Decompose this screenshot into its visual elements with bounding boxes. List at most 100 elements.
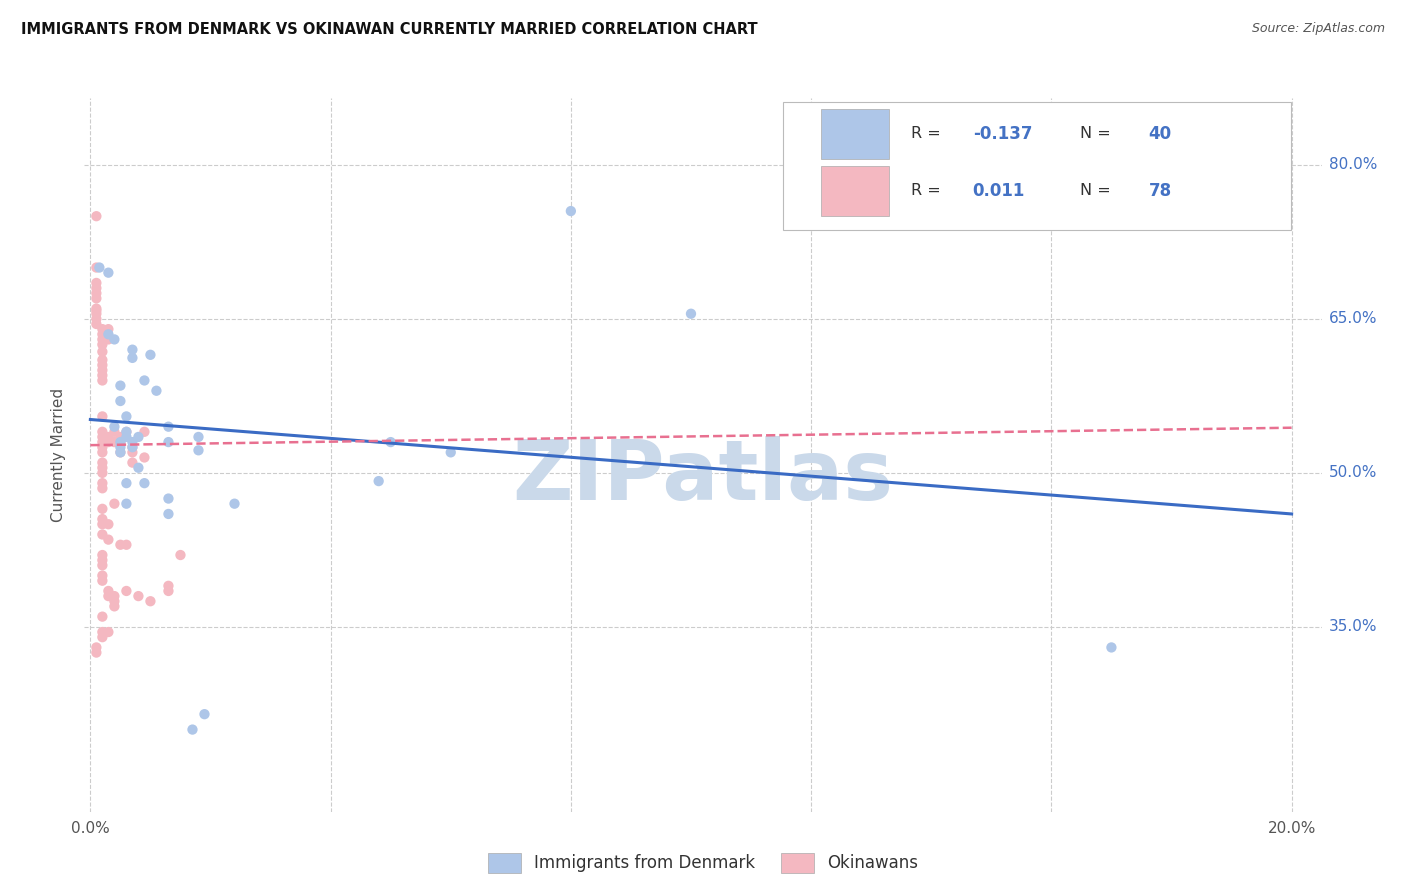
Point — [110, 445, 132, 459]
Point — [97, 517, 120, 532]
Point — [121, 343, 143, 357]
Point — [127, 589, 149, 603]
Text: -0.137: -0.137 — [973, 125, 1032, 143]
Point — [121, 440, 143, 454]
Point — [440, 445, 463, 459]
Point — [110, 440, 132, 454]
Point — [91, 327, 114, 342]
Point — [91, 548, 114, 562]
Text: 35.0%: 35.0% — [1329, 619, 1376, 634]
Point — [91, 512, 114, 526]
Point — [110, 378, 132, 392]
Point — [157, 491, 180, 506]
Point — [91, 466, 114, 480]
Point — [97, 266, 120, 280]
Point — [134, 476, 156, 491]
Point — [134, 425, 156, 439]
Point — [110, 538, 132, 552]
Point — [86, 209, 108, 223]
Point — [121, 351, 143, 365]
Point — [91, 363, 114, 377]
Point — [139, 348, 162, 362]
Point — [86, 291, 108, 305]
Point — [103, 594, 125, 608]
Point — [97, 589, 120, 603]
Point — [110, 394, 132, 409]
Point — [91, 460, 114, 475]
Point — [91, 609, 114, 624]
Point — [86, 317, 108, 331]
Point — [157, 435, 180, 450]
Point — [103, 333, 125, 347]
Point — [181, 723, 204, 737]
Point — [115, 409, 138, 424]
Point — [91, 353, 114, 368]
Text: 80.0%: 80.0% — [1329, 157, 1376, 172]
Text: 50.0%: 50.0% — [1329, 466, 1376, 481]
Point — [103, 497, 125, 511]
Point — [97, 584, 120, 599]
Point — [193, 707, 215, 722]
Point — [157, 507, 180, 521]
Point — [91, 333, 114, 347]
Point — [145, 384, 167, 398]
Point — [110, 445, 132, 459]
Point — [86, 307, 108, 321]
Point — [89, 260, 111, 275]
Text: 65.0%: 65.0% — [1329, 311, 1376, 326]
FancyBboxPatch shape — [821, 166, 889, 216]
Point — [115, 430, 138, 444]
Point — [169, 548, 191, 562]
Point — [115, 476, 138, 491]
Point — [86, 301, 108, 316]
Point — [91, 481, 114, 495]
Point — [115, 538, 138, 552]
Text: N =: N = — [1080, 184, 1116, 198]
Point — [91, 322, 114, 336]
Point — [110, 435, 132, 450]
Point — [91, 358, 114, 372]
Point — [91, 527, 114, 541]
Point — [103, 435, 125, 450]
Point — [91, 558, 114, 573]
Point — [97, 322, 120, 336]
Text: 0.011: 0.011 — [973, 182, 1025, 200]
Point — [187, 430, 209, 444]
Text: ZIPatlas: ZIPatlas — [513, 436, 893, 516]
Point — [121, 456, 143, 470]
Point — [367, 474, 389, 488]
Point — [224, 497, 246, 511]
Point — [97, 625, 120, 640]
Point — [91, 574, 114, 588]
Point — [91, 435, 114, 450]
Point — [86, 286, 108, 301]
Point — [110, 435, 132, 450]
Point — [380, 435, 402, 450]
Point — [127, 460, 149, 475]
Point — [134, 450, 156, 465]
Point — [91, 368, 114, 383]
Point — [121, 435, 143, 450]
Point — [86, 281, 108, 295]
Text: N =: N = — [1080, 127, 1116, 141]
Point — [91, 517, 114, 532]
Point — [91, 568, 114, 582]
Point — [115, 497, 138, 511]
Point — [115, 584, 138, 599]
Point — [97, 533, 120, 547]
Point — [127, 430, 149, 444]
Point — [91, 425, 114, 439]
Point — [86, 276, 108, 290]
Point — [1099, 640, 1122, 655]
Point — [91, 344, 114, 359]
Point — [91, 440, 114, 454]
Point — [134, 374, 156, 388]
Point — [91, 337, 114, 351]
Text: 40: 40 — [1149, 125, 1171, 143]
Point — [86, 303, 108, 318]
Y-axis label: Currently Married: Currently Married — [51, 388, 66, 522]
Point — [86, 260, 108, 275]
Point — [91, 445, 114, 459]
Point — [97, 333, 120, 347]
Point — [139, 594, 162, 608]
